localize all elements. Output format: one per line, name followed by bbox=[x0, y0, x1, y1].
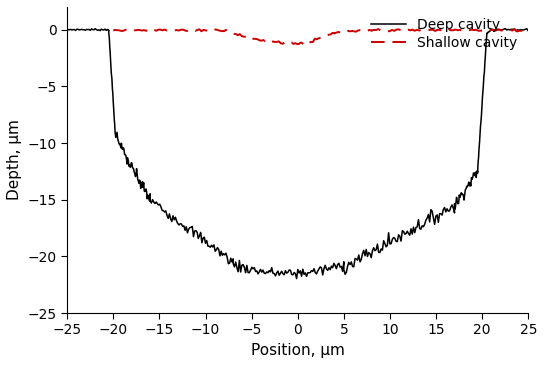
Shallow cavity bbox=[525, 28, 531, 32]
Shallow cavity bbox=[413, 28, 420, 32]
Deep cavity bbox=[108, 74, 115, 78]
Deep cavity bbox=[274, 271, 280, 275]
Deep cavity bbox=[106, 28, 112, 33]
Shallow cavity bbox=[491, 28, 497, 32]
Shallow cavity bbox=[450, 28, 456, 32]
Deep cavity bbox=[380, 239, 387, 243]
Deep cavity bbox=[333, 266, 339, 271]
Shallow cavity bbox=[511, 27, 518, 31]
Shallow cavity bbox=[110, 28, 116, 32]
Y-axis label: Depth, μm: Depth, μm bbox=[7, 120, 22, 200]
Shallow cavity bbox=[225, 29, 231, 34]
Shallow cavity bbox=[300, 43, 307, 47]
Line: Deep cavity: Deep cavity bbox=[67, 28, 528, 278]
X-axis label: Position, μm: Position, μm bbox=[251, 343, 345, 358]
Legend: Deep cavity, Shallow cavity: Deep cavity, Shallow cavity bbox=[367, 14, 521, 54]
Line: Shallow cavity: Shallow cavity bbox=[113, 29, 528, 45]
Deep cavity bbox=[525, 29, 531, 33]
Deep cavity bbox=[502, 26, 509, 31]
Shallow cavity bbox=[443, 29, 450, 33]
Deep cavity bbox=[106, 35, 113, 39]
Deep cavity bbox=[293, 276, 300, 281]
Shallow cavity bbox=[358, 28, 365, 33]
Deep cavity bbox=[64, 27, 70, 31]
